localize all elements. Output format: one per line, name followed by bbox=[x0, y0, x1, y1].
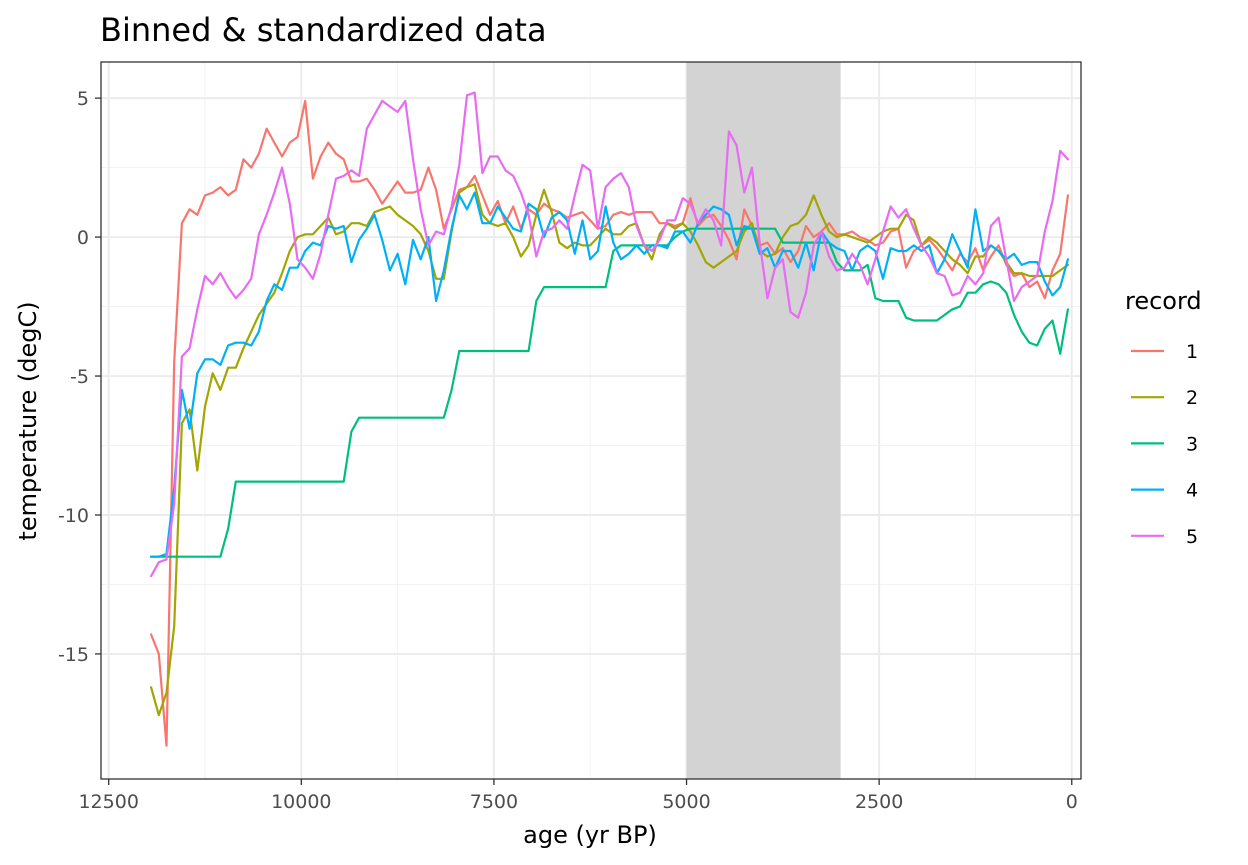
chart-title: Binned & standardized data bbox=[100, 11, 547, 49]
y-tick-label: 0 bbox=[77, 227, 89, 249]
y-tick-label: 5 bbox=[77, 88, 89, 110]
x-tick-label: 0 bbox=[1066, 791, 1078, 813]
shaded-interval bbox=[686, 62, 841, 779]
series-line-4 bbox=[150, 191, 1069, 558]
legend-label-5: 5 bbox=[1186, 526, 1198, 548]
x-tick-label: 12500 bbox=[78, 791, 138, 813]
series-line-5 bbox=[150, 91, 1069, 578]
legend-label-2: 2 bbox=[1186, 387, 1198, 409]
panel-background bbox=[101, 62, 1081, 779]
legend-title: record bbox=[1125, 287, 1202, 315]
panel-border bbox=[100, 61, 1082, 780]
legend-label-3: 3 bbox=[1186, 433, 1198, 455]
x-tick-label: 10000 bbox=[271, 791, 331, 813]
y-axis: 5 0 -5 -10 -15 bbox=[58, 88, 101, 666]
legend: record 1 2 3 4 5 bbox=[1125, 287, 1202, 548]
y-tick-label: -5 bbox=[70, 366, 89, 388]
plot-panel bbox=[100, 61, 1082, 780]
y-axis-title: temperature (degC) bbox=[14, 301, 42, 540]
legend-label-4: 4 bbox=[1186, 480, 1198, 502]
x-axis-title: age (yr BP) bbox=[523, 821, 657, 849]
series-line-2 bbox=[150, 183, 1069, 717]
y-tick-label: -15 bbox=[58, 644, 89, 666]
legend-label-1: 1 bbox=[1186, 341, 1198, 363]
x-tick-label: 2500 bbox=[855, 791, 903, 813]
x-axis: 12500 10000 7500 5000 2500 0 bbox=[78, 779, 1078, 813]
series-lines bbox=[150, 91, 1069, 747]
y-tick-label: -10 bbox=[58, 505, 89, 527]
x-tick-label: 5000 bbox=[662, 791, 710, 813]
x-tick-label: 7500 bbox=[470, 791, 518, 813]
